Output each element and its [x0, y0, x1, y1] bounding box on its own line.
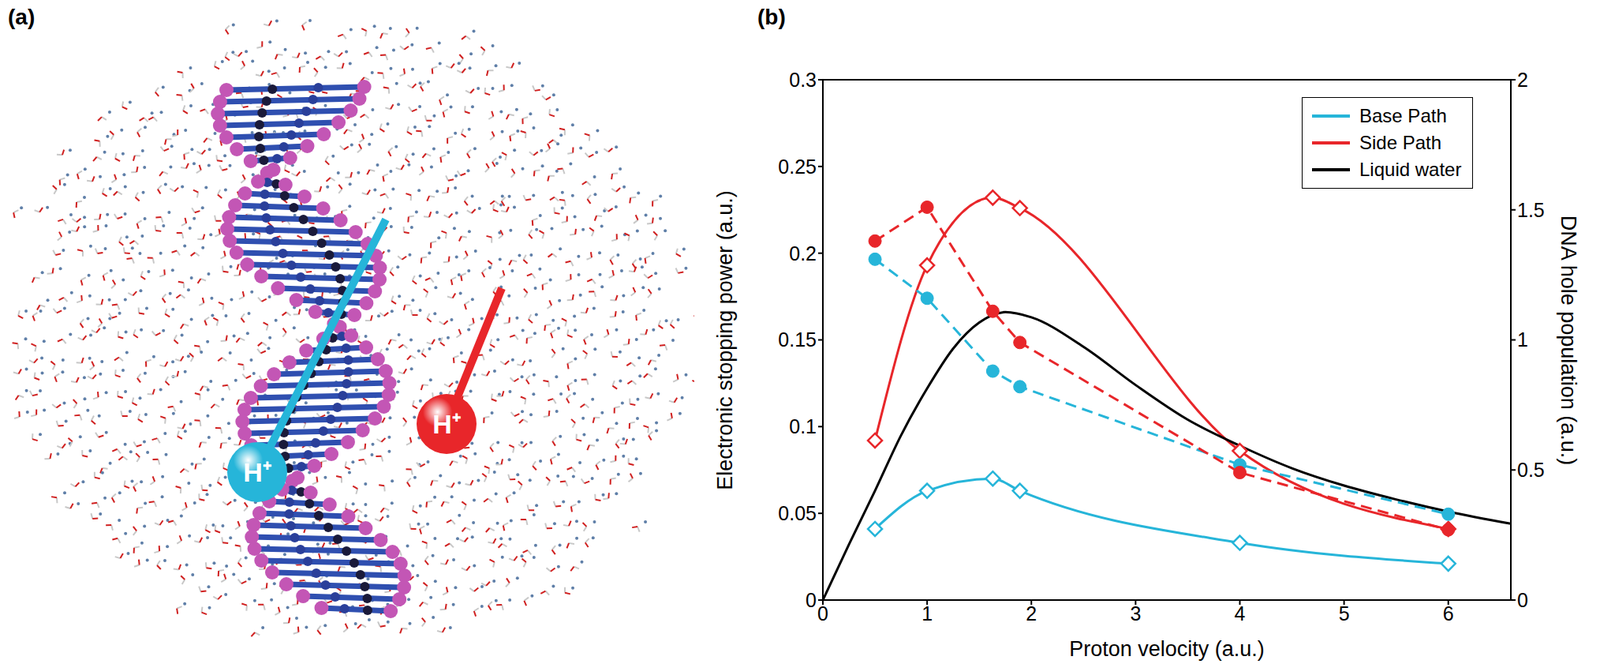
svg-text:4: 4 — [1234, 601, 1246, 625]
svg-text:2: 2 — [1517, 68, 1529, 91]
html-text:Liquid water: Liquid water — [1359, 158, 1462, 180]
svg-text:0.15: 0.15 — [777, 328, 817, 351]
svg-text:3: 3 — [1129, 601, 1141, 625]
html-text:Electronic stopping power (a.u: Electronic stopping power (a.u.) — [713, 189, 737, 490]
svg-text:0.5: 0.5 — [1517, 458, 1545, 481]
svg-text:0.3: 0.3 — [788, 68, 817, 91]
svg-text:0.2: 0.2 — [788, 242, 817, 265]
html-text:(a): (a) — [7, 4, 35, 30]
svg-text:0.05: 0.05 — [777, 501, 817, 524]
svg-text:1: 1 — [1517, 328, 1529, 351]
html-text:Base Path: Base Path — [1359, 104, 1447, 127]
html-text:DNA hole population (a.u.): DNA hole population (a.u.) — [1556, 214, 1581, 465]
svg-text:2: 2 — [1025, 601, 1037, 625]
svg-text:0.25: 0.25 — [777, 155, 817, 178]
html-text:(b): (b) — [757, 4, 786, 30]
svg-text:H⁺: H⁺ — [432, 408, 461, 439]
svg-text:0.1: 0.1 — [788, 414, 817, 438]
svg-text:6: 6 — [1442, 601, 1455, 625]
svg-text:1: 1 — [921, 601, 933, 625]
svg-text:0: 0 — [1517, 588, 1529, 611]
svg-text:0: 0 — [817, 601, 829, 625]
svg-text:H⁺: H⁺ — [242, 456, 272, 487]
svg-text:5: 5 — [1338, 601, 1350, 625]
svg-text:0: 0 — [805, 588, 817, 611]
html-text:Side Path: Side Path — [1359, 131, 1442, 154]
svg-text:1.5: 1.5 — [1517, 198, 1545, 221]
html-text:Proton velocity (a.u.): Proton velocity (a.u.) — [1069, 636, 1265, 661]
